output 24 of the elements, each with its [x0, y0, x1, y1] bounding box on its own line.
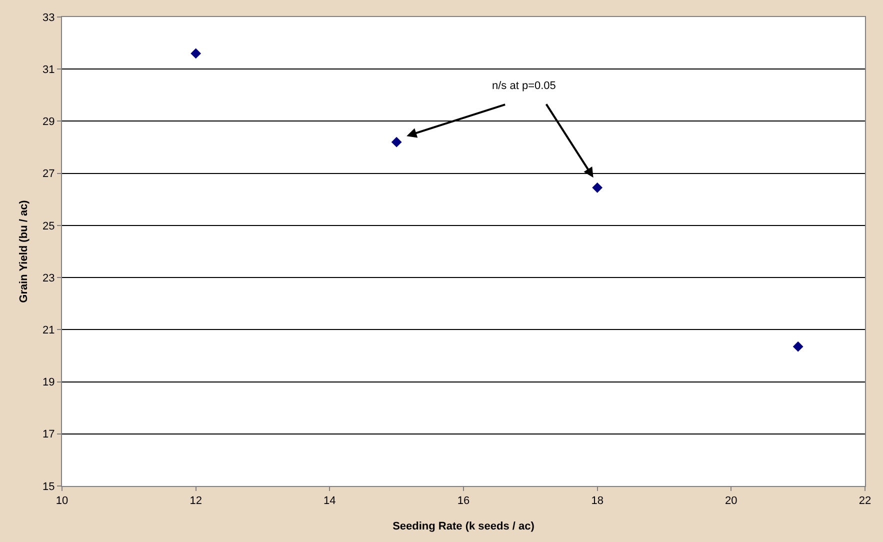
y-tick-label: 31 [42, 64, 55, 76]
point [592, 182, 603, 193]
y-tick-label: 19 [42, 376, 55, 389]
y-tick-label: 23 [42, 272, 55, 284]
x-tick-label: 14 [324, 495, 336, 508]
point [190, 48, 202, 59]
x-tick-label: 16 [457, 495, 470, 508]
annotation: n/s at p=0.05 [492, 80, 556, 92]
y-tick-label: 15 [42, 480, 55, 493]
x-tick-label: 10 [56, 495, 68, 508]
x-tick-label: 22 [858, 495, 872, 508]
y-tick-label: 17 [42, 428, 55, 441]
x-tick-label: 12 [190, 495, 202, 508]
y-tick-label: 29 [42, 116, 55, 128]
y-tick-label: 27 [42, 168, 55, 180]
x-axis-title: Seeding Rate (k seeds / ac) [392, 520, 535, 532]
point [391, 136, 402, 148]
x-tick-label: 20 [725, 495, 738, 508]
y-tick-label: 21 [42, 324, 55, 337]
y-axis-title: Grain Yield (bu / ac) [18, 200, 30, 303]
y-tick-label: 33 [42, 12, 55, 24]
point [792, 341, 804, 352]
x-tick-label: 18 [591, 495, 604, 508]
y-tick-label: 25 [42, 220, 55, 232]
